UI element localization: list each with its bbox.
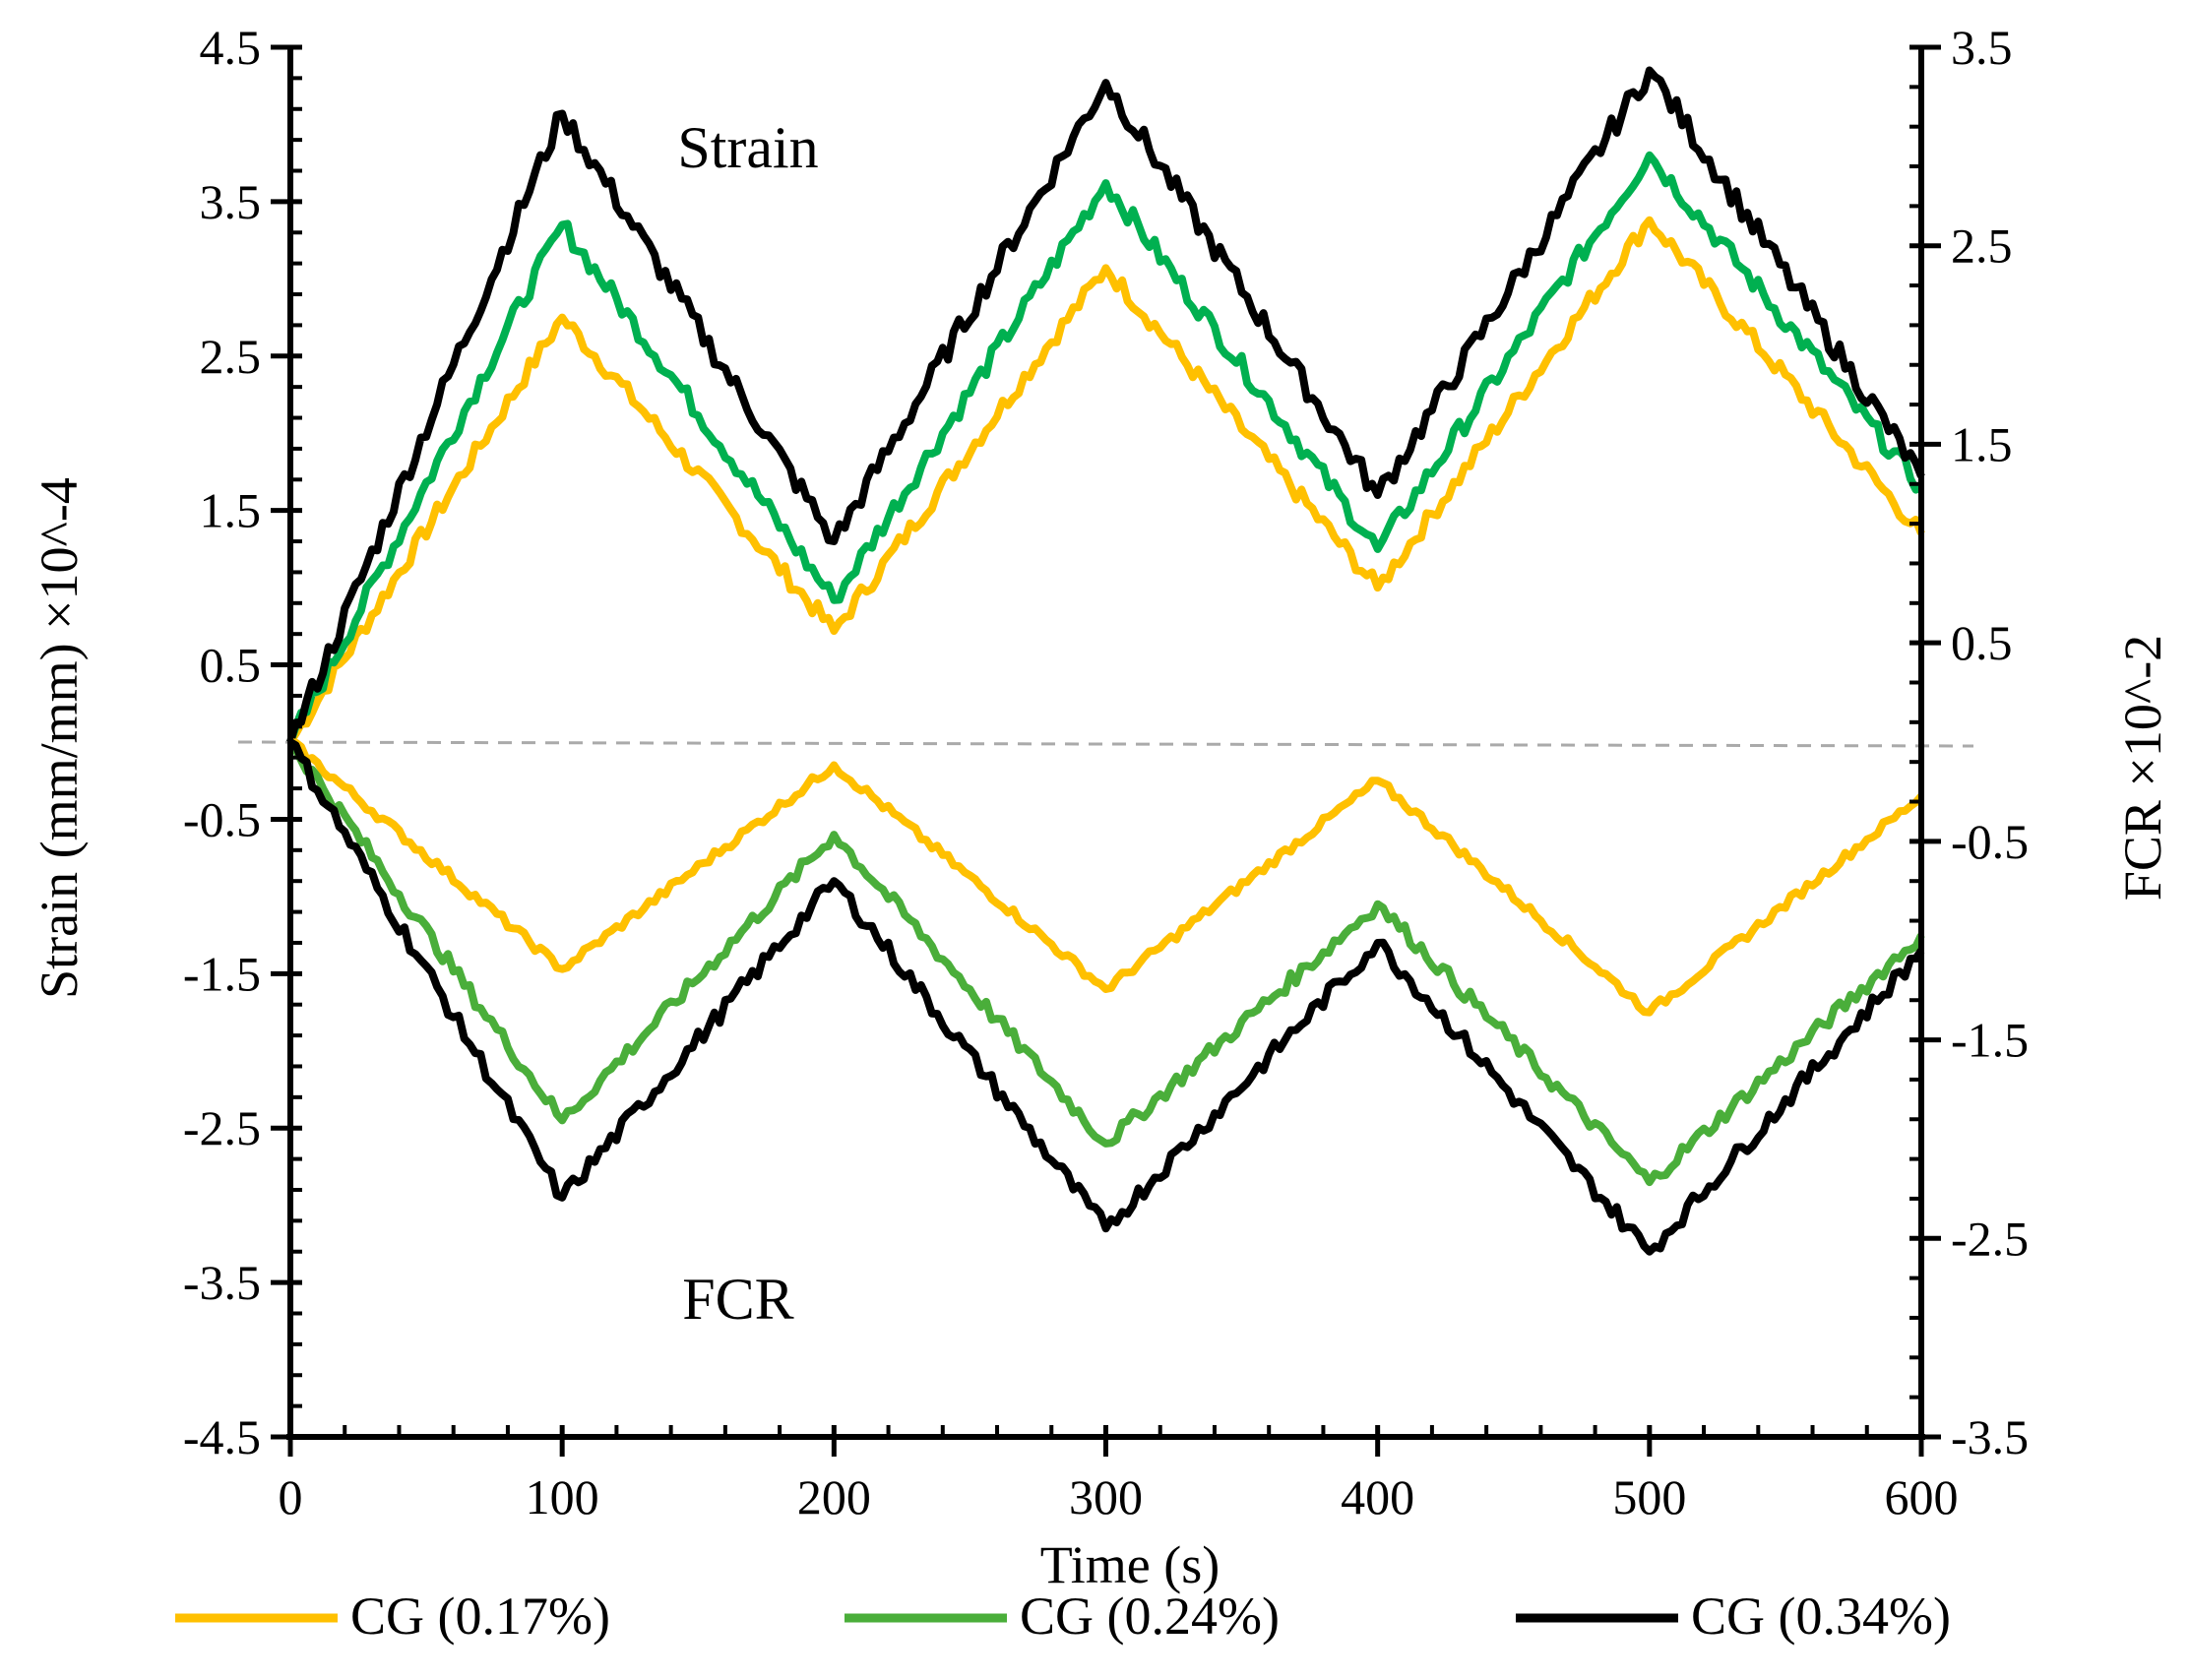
fcr-annotation: FCR [682,1267,793,1332]
series-line-strain-2 [286,151,1923,744]
axes-layer: 4.5 3.5 2.5 1.5 0.5 -0.5 -1.5 -2.5 -3.5 -4.5 3.5 2.… [183,20,2029,1524]
y-left-tick-label: -2.5 [183,1100,261,1155]
series-line-strain-1 [286,216,1925,745]
zero-reference-line [237,740,1974,748]
x-tick-label: 300 [1069,1469,1143,1524]
x-tick-label: 100 [526,1469,599,1524]
series-line-fcr-1 [289,738,1925,1017]
legend-label-1: CG (0.17%) [350,1587,610,1646]
y-left-tick-label: 0.5 [200,638,262,693]
y-right-tick-label: -0.5 [1951,814,2029,869]
y-right-tick-label: 2.5 [1951,218,2013,274]
series-layer [286,66,1925,1256]
y-left-tick-label: -1.5 [183,946,261,1001]
y-left-tick-label: 2.5 [200,329,262,384]
series-line-fcr-2 [286,739,1925,1187]
x-tick-label: 200 [797,1469,871,1524]
x-tick-label: 500 [1612,1469,1686,1524]
y-left-tick-label: 3.5 [200,174,262,229]
y-left-tick-label: -4.5 [183,1409,261,1464]
strain-annotation: Strain [677,115,818,180]
series-line-fcr-3 [287,738,1925,1256]
x-axis-title: Time (s) [1040,1535,1220,1594]
y-right-axis-title: FCR ×10^-2 [2113,635,2172,901]
x-tick-label: 400 [1341,1469,1414,1524]
y-left-tick-label: 4.5 [200,20,262,75]
reference-layer [237,740,1974,748]
x-tick-label: 0 [279,1469,303,1524]
x-tick-label: 600 [1885,1469,1959,1524]
y-left-tick-label: -3.5 [183,1255,261,1310]
y-right-tick-label: -1.5 [1951,1013,2029,1068]
y-right-tick-label: -2.5 [1951,1211,2029,1266]
legend-label-2: CG (0.24%) [1020,1587,1280,1646]
series-line-strain-3 [286,66,1925,744]
y-left-tick-label: 1.5 [200,483,262,538]
legend: CG (0.17%) CG (0.24%) CG (0.34%) [175,1587,1951,1646]
y-right-tick-label: 1.5 [1951,416,2013,471]
y-left-axis-title: Strain (mm/mm) ×10^-4 [30,477,89,999]
legend-label-3: CG (0.34%) [1691,1587,1951,1646]
y-right-tick-label: 0.5 [1951,615,2013,670]
y-left-tick-label: -0.5 [183,791,261,846]
y-right-tick-label: 3.5 [1951,20,2013,75]
y-right-tick-label: -3.5 [1951,1409,2029,1464]
